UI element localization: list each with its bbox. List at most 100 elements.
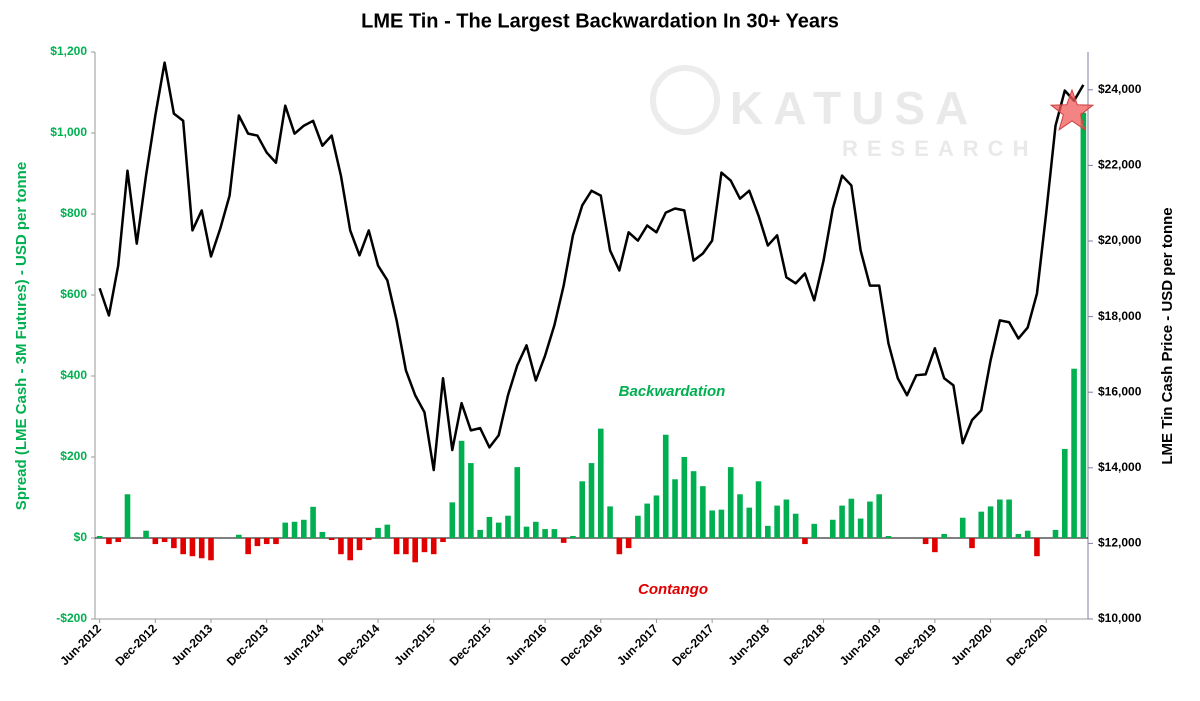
- bar: [848, 498, 855, 538]
- bar: [124, 494, 131, 538]
- bar: [700, 486, 706, 538]
- bar: [486, 516, 493, 538]
- bar: [607, 506, 613, 538]
- bar: [106, 538, 112, 545]
- bar: [792, 513, 799, 538]
- bar: [282, 522, 289, 538]
- bar: [412, 538, 418, 563]
- annotation: Backwardation: [619, 383, 726, 400]
- y-axis-label: Spread (LME Cash - 3M Futures) - USD per…: [13, 162, 30, 510]
- bar: [533, 521, 539, 538]
- y2-tick-label: $20,000: [1098, 233, 1142, 247]
- bar: [356, 538, 363, 551]
- y-tick-label: $1,000: [50, 125, 87, 139]
- y-tick-label: $800: [60, 206, 87, 220]
- bar: [523, 526, 530, 538]
- bar: [709, 510, 715, 538]
- bar: [690, 471, 697, 538]
- y-tick-label: $200: [60, 449, 87, 463]
- bar: [291, 521, 298, 538]
- bar: [430, 538, 437, 555]
- bar: [616, 538, 623, 555]
- bar: [421, 538, 428, 553]
- bar: [765, 525, 771, 538]
- bar: [579, 481, 586, 538]
- bar: [273, 538, 279, 545]
- y2-tick-label: $12,000: [1098, 536, 1142, 550]
- bar: [839, 505, 845, 538]
- bar: [625, 538, 632, 549]
- bar: [189, 538, 196, 557]
- bar: [1006, 499, 1012, 538]
- bar: [922, 538, 929, 545]
- bar: [570, 535, 576, 538]
- bar: [959, 517, 966, 538]
- bar: [551, 529, 558, 538]
- bar: [143, 530, 149, 538]
- bar: [941, 533, 947, 538]
- bar: [96, 535, 103, 538]
- bar: [338, 538, 344, 555]
- chart-title: LME Tin - The Largest Backwardation In 3…: [361, 10, 839, 32]
- bar: [978, 511, 985, 538]
- bar: [440, 538, 446, 543]
- bar: [588, 463, 595, 538]
- y2-tick-label: $18,000: [1098, 309, 1142, 323]
- bar: [1071, 368, 1077, 538]
- bar: [180, 538, 186, 555]
- bar: [672, 479, 678, 538]
- y2-tick-label: $16,000: [1098, 384, 1142, 398]
- y-tick-label: $0: [74, 530, 88, 544]
- bar: [301, 519, 307, 538]
- bar: [310, 506, 316, 538]
- bar: [727, 467, 734, 538]
- bar: [653, 495, 660, 538]
- bar: [811, 523, 818, 538]
- watermark: KATUSA RESEARCH: [650, 65, 1037, 161]
- bar: [867, 501, 873, 538]
- bar: [857, 518, 864, 538]
- bar: [208, 538, 214, 561]
- y2-tick-label: $10,000: [1098, 611, 1142, 625]
- y2-tick-label: $22,000: [1098, 158, 1142, 172]
- watermark-subtitle: RESEARCH: [842, 136, 1037, 161]
- bar: [449, 502, 456, 538]
- watermark-title: KATUSA: [730, 82, 978, 134]
- bar: [1052, 529, 1059, 538]
- bar: [477, 529, 483, 538]
- bar: [876, 494, 882, 538]
- bar: [458, 440, 465, 538]
- bar: [263, 538, 270, 545]
- bar: [987, 506, 994, 538]
- bar: [542, 529, 548, 538]
- bar: [1024, 530, 1031, 538]
- bar: [505, 515, 511, 538]
- star-marker: [1049, 88, 1095, 131]
- bar: [644, 503, 650, 538]
- bar: [597, 428, 604, 538]
- bar: [319, 531, 326, 538]
- annotation: Contango: [638, 581, 708, 598]
- bar: [245, 538, 251, 555]
- bar: [171, 538, 177, 549]
- bar: [1015, 533, 1022, 538]
- bar: [932, 538, 938, 553]
- bar: [560, 538, 567, 543]
- bar: [365, 538, 372, 541]
- bar: [384, 524, 391, 538]
- bar: [403, 538, 409, 555]
- bar: [495, 522, 502, 538]
- y2-tick-label: $24,000: [1098, 82, 1142, 96]
- watermark-icon: [650, 65, 720, 135]
- bar: [737, 494, 743, 538]
- bar: [393, 538, 400, 555]
- bar: [254, 538, 261, 547]
- bar: [885, 535, 892, 538]
- bar: [969, 538, 975, 549]
- bar: [198, 538, 205, 559]
- y-tick-label: $600: [60, 287, 87, 301]
- y2-tick-label: $14,000: [1098, 460, 1142, 474]
- bar: [635, 515, 641, 538]
- bar: [375, 527, 381, 538]
